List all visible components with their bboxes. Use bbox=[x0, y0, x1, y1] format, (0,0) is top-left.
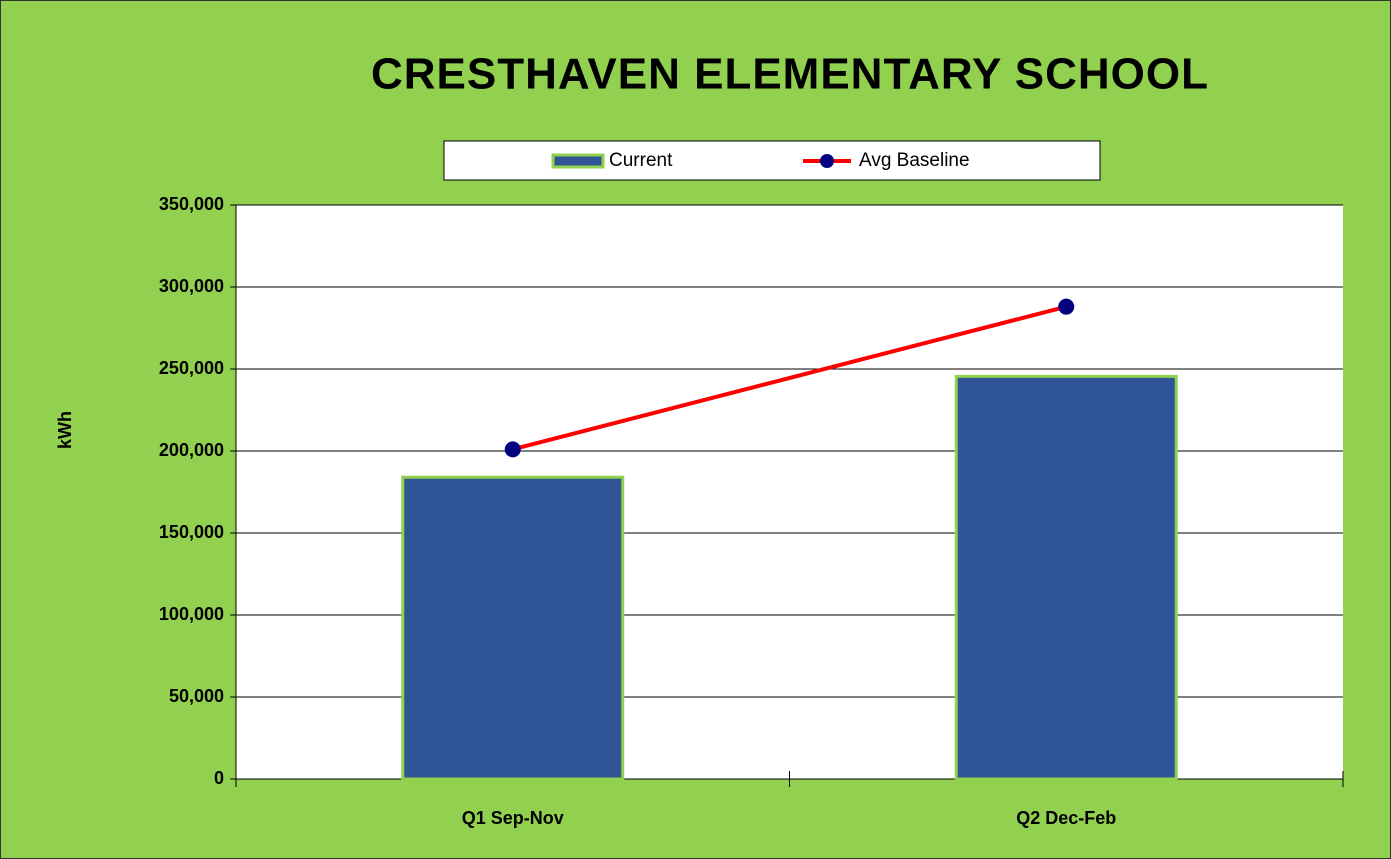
legend-label: Current bbox=[609, 150, 673, 171]
legend bbox=[443, 140, 1101, 181]
y-tick-label: 300,000 bbox=[159, 276, 224, 296]
y-tick-label: 0 bbox=[214, 768, 224, 788]
legend-label: Avg Baseline bbox=[859, 150, 970, 171]
x-tick-label: Q2 Dec-Feb bbox=[1016, 808, 1116, 828]
legend-marker bbox=[820, 154, 834, 168]
y-tick-label: 50,000 bbox=[169, 686, 224, 706]
y-tick-label: 350,000 bbox=[159, 194, 224, 214]
marker bbox=[504, 441, 521, 458]
marker bbox=[1058, 298, 1075, 315]
bar bbox=[401, 475, 625, 781]
chart-title: CRESTHAVEN ELEMENTARY SCHOOL bbox=[371, 50, 1209, 99]
legend-swatch bbox=[551, 153, 605, 169]
y-tick-label: 100,000 bbox=[159, 604, 224, 624]
x-tick-label: Q1 Sep-Nov bbox=[462, 808, 564, 828]
line bbox=[512, 304, 1067, 452]
y-tick-label: 150,000 bbox=[159, 522, 224, 542]
y-tick-label: 200,000 bbox=[159, 440, 224, 460]
y-axis-label: kWh bbox=[55, 411, 75, 449]
y-tick-label: 250,000 bbox=[159, 358, 224, 378]
bar bbox=[954, 374, 1178, 781]
